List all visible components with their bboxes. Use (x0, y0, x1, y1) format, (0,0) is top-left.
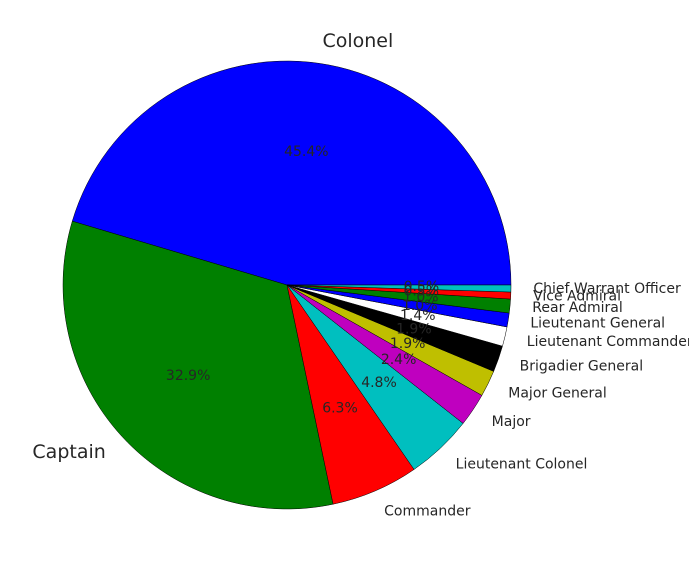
percent-label-brigadier-general: 1.9% (396, 321, 432, 337)
percent-label-colonel: 45.4% (284, 144, 328, 160)
category-label-brigadier-general: Brigadier General (520, 358, 643, 374)
category-label-rear-admiral: Rear Admiral (532, 300, 622, 316)
percent-label-commander: 6.3% (322, 401, 358, 417)
category-label-major: Major (492, 414, 531, 430)
pie-slice-colonel (72, 60, 512, 286)
category-label-colonel: Colonel (322, 30, 393, 52)
category-label-lieutenant-general: Lieutenant General (530, 316, 665, 332)
category-labels: Colonel Captain Commander Lieutenant Colone… (32, 30, 689, 519)
category-label-lieutenant-commander: Lieutenant Commander (527, 334, 689, 350)
percent-labels: 45.4%32.9%6.3%4.8%2.4%1.9%1.9%1.4%1.0%1.… (166, 144, 439, 417)
category-label-major-general: Major General (508, 385, 607, 401)
percent-label-major-general: 1.9% (390, 336, 426, 352)
pie-slice-captain (62, 220, 334, 510)
pie-slices (62, 60, 512, 510)
percent-label-rear-admiral: 1.0% (403, 290, 439, 306)
percent-label-chief-warrant-officer: 0.5% (404, 279, 440, 295)
category-label-chief-warrant-officer: Chief Warrant Officer (533, 281, 681, 297)
percent-label-vice-admiral: 0.5% (403, 283, 439, 299)
percent-label-lieutenant-commander: 1.4% (400, 308, 436, 324)
percent-label-lieutenant-colonel: 4.8% (361, 375, 397, 391)
percent-label-major: 2.4% (381, 352, 417, 368)
category-label-vice-admiral: Vice Admiral (533, 289, 621, 305)
percent-label-captain: 32.9% (166, 368, 210, 384)
category-label-lieutenant-colonel: Lieutenant Colonel (456, 457, 588, 473)
category-label-commander: Commander (384, 503, 471, 519)
pie-slice-chief-warrant-officer (286, 284, 512, 293)
percent-label-lieutenant-general: 1.0% (402, 298, 438, 314)
category-label-captain: Captain (32, 441, 105, 463)
